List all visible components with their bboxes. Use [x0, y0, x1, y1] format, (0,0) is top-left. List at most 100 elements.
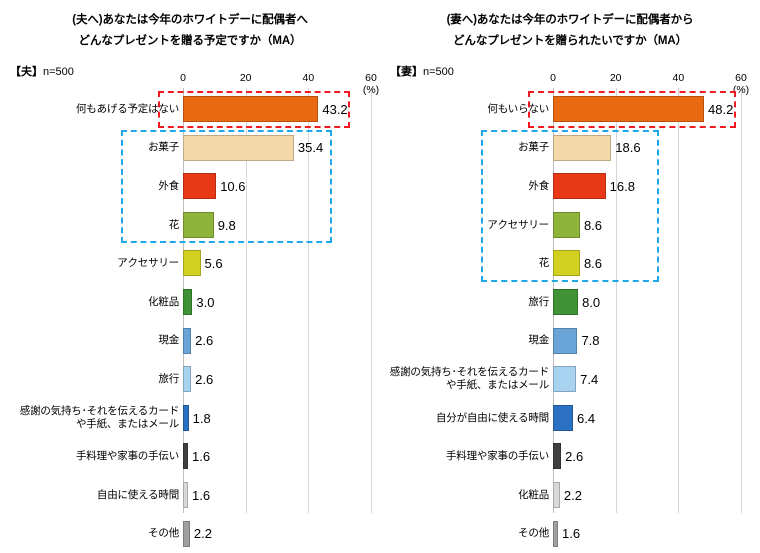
bar-row[interactable]: 旅行 2.6 [158, 360, 371, 399]
x-axis-tick-20: 20 [609, 72, 622, 84]
bar[interactable] [553, 96, 705, 122]
sample-label: 【妻】 [390, 66, 423, 78]
gridline-40 [308, 88, 310, 513]
x-axis-tick-40: 40 [672, 72, 685, 84]
category-label-line1: 感謝の気持ち･それを伝えるカード [19, 405, 179, 418]
chart-title-line1: (妻へ)あなたは今年のホワイトデーに配偶者から [446, 14, 694, 26]
bar[interactable] [553, 173, 606, 200]
gridline-60 [371, 88, 372, 513]
bar[interactable] [553, 134, 612, 161]
bar[interactable] [553, 366, 577, 393]
bar-row[interactable]: お菓子 35.4 [148, 129, 371, 168]
bar[interactable] [183, 443, 188, 470]
bar-row[interactable]: 手料理や家事の手伝い 2.6 [446, 437, 741, 476]
plot-area-husband: 0 20 40 60 (%) 何もあげる予定はない 43.2 お菓子 35.4 外食 10.6 花 9.… [20, 72, 379, 547]
bar-row[interactable]: 化粧品 3.0 [148, 283, 371, 322]
bar[interactable] [183, 211, 214, 238]
bar-row[interactable]: 感謝の気持ち･それを伝えるカード や手紙、またはメール 7.4 [390, 360, 741, 399]
category-label: 自分が自由に使える時間 [436, 411, 549, 424]
bar-row[interactable]: お菓子 18.6 [518, 129, 741, 168]
bar-value-label: 1.6 [562, 526, 581, 542]
category-label: その他 [518, 527, 549, 540]
bar[interactable] [183, 520, 190, 547]
bar-row[interactable]: 現金 7.8 [528, 322, 741, 361]
bar-row[interactable]: 外食 16.8 [528, 167, 741, 206]
bar-row[interactable]: 自由に使える時間 1.6 [97, 476, 371, 515]
bar-value-label: 8.6 [583, 256, 603, 272]
bar-row[interactable]: アクセサリー 8.6 [487, 206, 741, 245]
bar[interactable] [553, 443, 562, 470]
chart-title-husband: (夫へ)あなたは今年のホワイトデーに配偶者へ どんなプレゼントを贈る予定ですか（… [0, 10, 380, 52]
bar-value-label: 6.4 [577, 410, 596, 426]
bar-value-label: 1.6 [192, 487, 211, 503]
bar-value-label: 35.4 [297, 140, 324, 156]
bar-row[interactable]: 花 9.8 [169, 206, 371, 245]
gridline-20 [615, 88, 617, 513]
gridline-20 [245, 88, 247, 513]
bar[interactable] [553, 250, 580, 277]
bar[interactable] [183, 404, 189, 431]
bar[interactable] [183, 366, 192, 393]
bar-value-label: 2.2 [563, 487, 582, 503]
gridline-60 [741, 88, 742, 513]
category-label: 化粧品 [148, 295, 179, 308]
bar-value-label: 8.6 [583, 217, 603, 233]
bar-value-label: 1.8 [192, 410, 211, 426]
x-axis-tick-60: 60 [735, 72, 747, 84]
bar[interactable] [183, 134, 294, 161]
bar[interactable] [553, 482, 560, 508]
bar-row[interactable]: 旅行 8.0 [528, 283, 741, 322]
category-label: 何もあげる予定はない [76, 102, 179, 115]
x-axis-unit-label: (%) [732, 84, 750, 96]
category-label: アクセサリー [117, 257, 179, 270]
category-label: その他 [148, 527, 179, 540]
bar-row[interactable]: 花 8.6 [539, 244, 741, 283]
x-axis-tick-20: 20 [239, 72, 252, 84]
bar-value-label: 7.4 [580, 371, 599, 387]
bar[interactable] [183, 96, 319, 122]
bar-row[interactable]: その他 2.2 [148, 515, 371, 553]
bar-value-label: 8.0 [582, 294, 601, 310]
bar[interactable] [183, 173, 217, 200]
bar-value-label: 10.6 [220, 178, 246, 194]
category-label: 化粧品 [518, 488, 549, 501]
bar[interactable] [553, 211, 580, 238]
bar-value-label: 3.0 [196, 294, 215, 310]
bar-row[interactable]: 外食 10.6 [158, 167, 371, 206]
bar[interactable] [183, 289, 193, 315]
bar-row[interactable]: 何もいらない 48.2 [487, 90, 741, 129]
bar[interactable] [183, 250, 201, 277]
category-label: 花 [538, 257, 550, 270]
category-label: アクセサリー [487, 218, 549, 231]
bar-value-label: 5.6 [204, 256, 223, 272]
bar[interactable] [553, 327, 578, 354]
bar-row[interactable]: 化粧品 2.2 [518, 476, 741, 515]
category-label-line2: や手紙、またはメール [76, 418, 179, 431]
bar-row[interactable]: 自分が自由に使える時間 6.4 [436, 399, 741, 438]
bar-row[interactable]: 感謝の気持ち･それを伝えるカード や手紙、またはメール 1.8 [20, 399, 371, 438]
x-axis-tick-0: 0 [550, 72, 556, 84]
category-label: 手料理や家事の手伝い [76, 450, 179, 463]
x-axis-tick-60: 60 [365, 72, 377, 84]
bar-row[interactable]: アクセサリー 5.6 [117, 244, 371, 283]
bar-value-label: 43.2 [322, 101, 348, 117]
bar-row[interactable]: その他 1.6 [518, 515, 741, 553]
category-label-line1: 感謝の気持ち･それを伝えるカード [389, 366, 549, 379]
category-label: 感謝の気持ち･それを伝えるカード や手紙、またはメール [19, 399, 179, 438]
category-label: お菓子 [148, 141, 179, 154]
bar-row[interactable]: 現金 2.6 [158, 322, 371, 361]
bar-value-label: 2.6 [195, 333, 214, 349]
chart-panel-wife: (妻へ)あなたは今年のホワイトデーに配偶者から どんなプレゼントを贈られたいです… [380, 0, 760, 547]
sample-n: n=500 [43, 66, 74, 78]
bar[interactable] [183, 327, 192, 354]
category-label: 旅行 [528, 295, 549, 308]
bar[interactable] [183, 482, 188, 508]
bar[interactable] [553, 289, 579, 315]
chart-title-line1: (夫へ)あなたは今年のホワイトデーに配偶者へ [72, 14, 308, 26]
category-label-wrap: 感謝の気持ち･それを伝えるカード や手紙、またはメール [390, 366, 549, 392]
bar-row[interactable]: 何もあげる予定はない 43.2 [76, 90, 371, 129]
bar-row[interactable]: 手料理や家事の手伝い 1.6 [76, 437, 371, 476]
bar[interactable] [553, 404, 574, 431]
category-label: 手料理や家事の手伝い [446, 450, 549, 463]
bar-value-label: 2.2 [193, 526, 212, 542]
